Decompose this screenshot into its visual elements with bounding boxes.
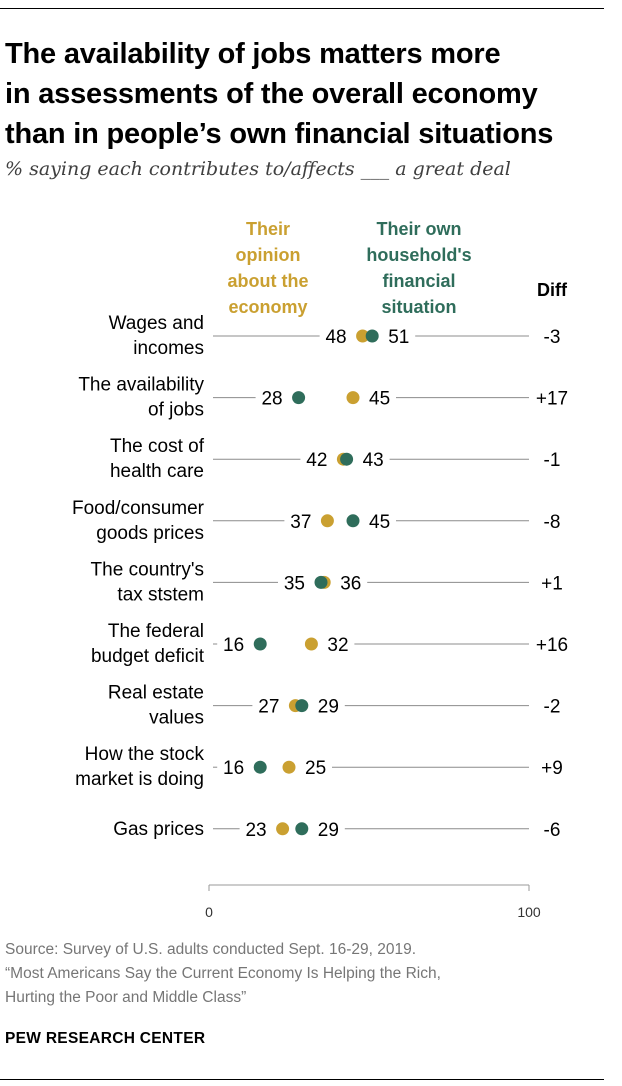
- value-label-high: 51: [388, 327, 409, 348]
- value-label-low: 48: [325, 327, 346, 348]
- dot-own-household: [292, 391, 306, 405]
- value-label-low: 16: [223, 635, 244, 656]
- diff-value: -1: [544, 450, 561, 471]
- legend-own-line: situation: [381, 297, 457, 317]
- source-line: “Most Americans Say the Current Economy …: [5, 965, 441, 982]
- row-label: How the stock: [85, 744, 205, 765]
- row-label: values: [149, 708, 204, 729]
- dot-economy: [304, 637, 318, 651]
- dot-own-household: [253, 637, 267, 651]
- diff-value: -8: [544, 512, 561, 533]
- dot-economy: [320, 514, 334, 528]
- chart-subtitle: % saying each contributes to/affects ___…: [5, 158, 511, 180]
- dot-own-household: [340, 452, 354, 466]
- value-label-high: 43: [363, 450, 384, 471]
- row-label: Real estate: [108, 683, 204, 704]
- dot-own-household: [365, 329, 379, 343]
- dot-own-household: [295, 699, 309, 713]
- title-line: in assessments of the overall economy: [5, 78, 538, 110]
- x-tick-label: 100: [517, 904, 541, 920]
- dot-own-household: [295, 822, 309, 836]
- row-label: The federal: [108, 621, 204, 642]
- row-label: of jobs: [148, 400, 204, 421]
- title-line: The availability of jobs matters more: [5, 38, 501, 70]
- row-label: tax ststem: [117, 584, 204, 605]
- diff-value: +1: [541, 573, 563, 594]
- value-label-low: 23: [245, 820, 266, 841]
- diff-value: +16: [536, 635, 568, 656]
- diff-value: -6: [544, 820, 561, 841]
- value-label-high: 45: [369, 512, 390, 533]
- row-label: goods prices: [96, 523, 204, 544]
- value-label-low: 37: [290, 512, 311, 533]
- diff-value: -3: [544, 327, 561, 348]
- value-label-low: 27: [258, 697, 279, 718]
- row-label: The availability: [78, 375, 204, 396]
- legend-own-line: Their own: [376, 219, 462, 239]
- legend-economy-line: Their: [245, 219, 290, 239]
- row-label: market is doing: [75, 769, 204, 790]
- diff-column-header: Diff: [537, 280, 567, 300]
- row-label: health care: [110, 461, 204, 482]
- row-label: The country's: [91, 559, 204, 580]
- dot-own-household: [346, 514, 360, 528]
- dot-own-household: [253, 760, 267, 774]
- value-label-low: 35: [284, 573, 305, 594]
- dot-own-household: [314, 575, 328, 589]
- dot-plot-chart: Wages and incomes 48 51 -3 The availability of…: [72, 313, 568, 920]
- diff-value: +17: [536, 389, 568, 410]
- title-line: than in people’s own financial situation…: [5, 118, 554, 150]
- dot-economy: [346, 391, 360, 405]
- legend-economy-line: opinion: [235, 245, 301, 265]
- value-label-high: 25: [305, 758, 326, 779]
- source-note: Source: Survey of U.S. adults conducted …: [5, 938, 605, 1010]
- chart-title: The availability of jobs matters more in…: [5, 34, 605, 154]
- legend-own-household: Their own household's financial situatio…: [344, 216, 494, 320]
- legend-own-line: household's: [366, 245, 472, 265]
- dot-economy: [276, 822, 290, 836]
- organization-name: PEW RESEARCH CENTER: [5, 1030, 206, 1047]
- row-label: The cost of: [110, 436, 205, 457]
- value-label-high: 29: [318, 820, 339, 841]
- row-label: Wages and: [109, 313, 204, 334]
- row-label: incomes: [133, 338, 204, 359]
- value-label-high: 29: [318, 697, 339, 718]
- diff-value: +9: [541, 758, 563, 779]
- legend-economy-line: economy: [228, 297, 308, 317]
- source-line: Hurting the Poor and Middle Class”: [5, 989, 247, 1006]
- source-line: Source: Survey of U.S. adults conducted …: [5, 941, 416, 958]
- x-tick-label: 0: [205, 904, 213, 920]
- bottom-rule: [0, 1079, 604, 1080]
- row-label: Food/consumer: [72, 498, 205, 519]
- value-label-low: 16: [223, 758, 244, 779]
- value-label-low: 42: [306, 450, 327, 471]
- value-label-high: 36: [340, 573, 361, 594]
- value-label-high: 32: [327, 635, 348, 656]
- value-label-high: 45: [369, 389, 390, 410]
- dot-economy: [282, 760, 296, 774]
- legend-economy-line: about the: [227, 271, 309, 291]
- diff-value: -2: [544, 697, 561, 718]
- top-rule: [0, 8, 604, 9]
- value-label-low: 28: [261, 389, 282, 410]
- dot-economy: [356, 329, 370, 343]
- legend-economy: Their opinion about the economy: [218, 216, 318, 320]
- row-label: budget deficit: [91, 646, 205, 667]
- row-label: Gas prices: [113, 819, 204, 840]
- legend-own-line: financial: [382, 271, 456, 291]
